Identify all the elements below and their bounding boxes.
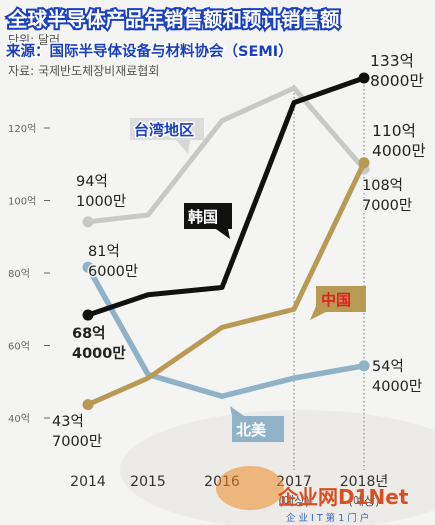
value-annotation-line: 133억 — [370, 52, 414, 70]
value-annotation-line: 54억 — [372, 358, 404, 375]
value-annotation: 43억 7000만 — [51, 412, 104, 452]
x-tick-sublabel: (예상) — [278, 494, 309, 508]
series-point-1 — [82, 216, 94, 228]
value-annotation-line: 8000만 — [370, 72, 424, 90]
value-annotation-line: 1000만 — [76, 193, 126, 210]
series-point-2 — [358, 72, 370, 84]
value-annotation: 68억 4000만 — [71, 323, 128, 364]
x-tick-label: 2014 — [70, 474, 106, 490]
y-tick-label: 60억 — [8, 341, 30, 353]
series-label-pointer — [230, 406, 244, 416]
value-annotation-line: 4000만 — [72, 345, 126, 362]
x-tick-label: 2018년 — [340, 474, 389, 490]
value-annotation-line: 108억 — [362, 177, 403, 194]
value-annotation: 110억 4000만 — [371, 121, 428, 162]
series-label-pointer — [176, 140, 190, 154]
series-point-3 — [358, 157, 370, 169]
series-label-text: 中国 — [321, 291, 351, 309]
source-ko: 자료: 국제반도체장비재료협회 — [8, 64, 159, 78]
value-annotation: 54억 4000만 — [371, 357, 424, 397]
x-tick-sublabel: (예상) — [348, 494, 379, 508]
value-annotation-line: 4000만 — [372, 378, 422, 395]
value-annotation-line: 7000만 — [362, 197, 412, 214]
value-annotation: 94억 1000만 — [75, 172, 128, 212]
series-label-text: 北美 — [236, 421, 267, 439]
series-point-2 — [82, 309, 94, 321]
series-line-3 — [85, 160, 367, 408]
series-point-4 — [82, 261, 94, 273]
value-annotation-line: 110억 — [372, 122, 416, 140]
series-label-box — [130, 118, 204, 140]
series-label-3: 中国 — [310, 286, 366, 320]
watermark-brand: 企业网D1Net — [277, 485, 409, 509]
series-label-box — [316, 286, 366, 312]
value-annotation-line: 43억 — [52, 413, 84, 430]
series-label-box — [232, 416, 284, 442]
value-annotation: 133억 8000만 — [369, 51, 426, 92]
series-line-1 — [85, 85, 367, 225]
page-title: 全球半导体产品年销售额和预计销售额 — [7, 8, 340, 31]
series-label-4: 北美 — [230, 406, 284, 442]
value-annotation-line: 94억 — [76, 173, 108, 190]
series-point-3 — [82, 399, 94, 411]
value-annotation-line: 7000만 — [52, 433, 102, 450]
value-annotation-line: 4000만 — [372, 142, 426, 160]
source-cn: 来源：国际半导体设备与材料协会（SEMI） — [5, 42, 293, 60]
value-annotation: 81억 6000만 — [87, 242, 140, 282]
value-annotation: 108억 7000만 — [361, 176, 414, 216]
series-line-2 — [85, 75, 367, 318]
series-label-2: 韩国 — [184, 203, 232, 239]
series-point-4 — [358, 360, 370, 372]
x-tick-label: 2017 — [276, 474, 312, 490]
watermark-tagline: 企 业 I T 第 1 门 户 — [286, 512, 369, 524]
value-annotation-line: 6000만 — [88, 263, 138, 280]
y-tick-label: 40억 — [8, 413, 30, 425]
value-annotation-line: 68억 — [72, 324, 106, 342]
series-label-pointer — [310, 306, 326, 320]
series-line-4 — [85, 264, 367, 399]
unit-label: 단위: 달러 — [8, 33, 60, 47]
background-shade — [120, 410, 435, 525]
y-tick-label: 80억 — [8, 268, 30, 280]
x-tick-label: 2015 — [130, 474, 166, 490]
watermark: 企业网D1Net 企 业 I T 第 1 门 户 — [216, 466, 409, 524]
y-tick-label: 100억 — [8, 196, 36, 208]
y-tick-label: 120억 — [8, 123, 36, 135]
watermark-logo-icon — [216, 466, 284, 510]
series-label-1: 台湾地区 — [130, 118, 204, 154]
value-annotation-line: 81억 — [88, 243, 120, 260]
series-label-box — [184, 203, 232, 229]
series-label-pointer — [216, 229, 230, 239]
series-label-text: 台湾地区 — [134, 121, 194, 139]
series-label-text: 韩国 — [188, 208, 218, 226]
